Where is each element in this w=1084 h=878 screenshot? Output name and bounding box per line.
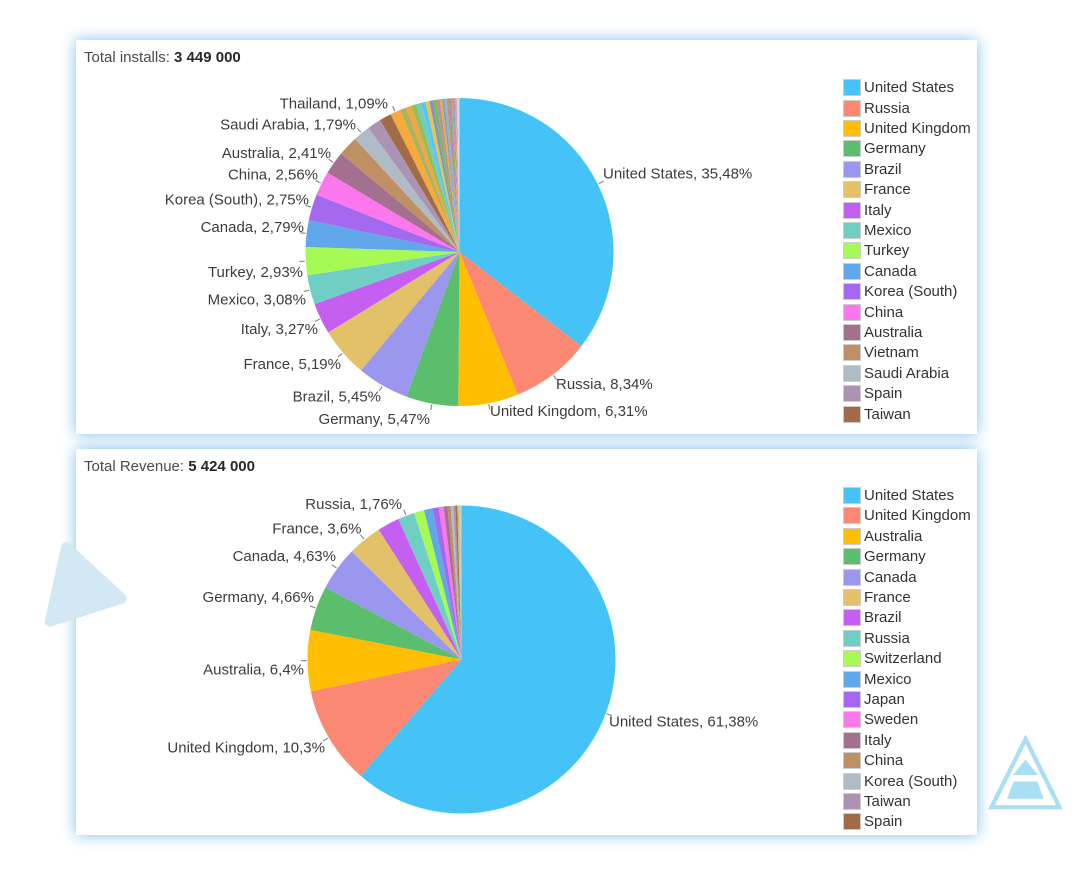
svg-text:Germany, 5,47%: Germany, 5,47% <box>319 411 430 428</box>
svg-text:Thailand, 1,09%: Thailand, 1,09% <box>280 96 388 113</box>
svg-text:United Kingdom, 10,3%: United Kingdom, 10,3% <box>167 740 325 757</box>
svg-text:Germany, 4,66%: Germany, 4,66% <box>203 589 314 606</box>
svg-text:Saudi Arabia, 1,79%: Saudi Arabia, 1,79% <box>220 117 356 134</box>
svg-text:Canada, 4,63%: Canada, 4,63% <box>233 548 336 565</box>
svg-text:Russia, 8,34%: Russia, 8,34% <box>556 376 653 393</box>
svg-text:Korea (South), 2,75%: Korea (South), 2,75% <box>165 192 309 209</box>
svg-text:Canada, 2,79%: Canada, 2,79% <box>201 219 304 236</box>
svg-text:United Kingdom, 6,31%: United Kingdom, 6,31% <box>490 403 648 420</box>
svg-text:United States, 61,38%: United States, 61,38% <box>609 714 758 731</box>
svg-text:Australia, 6,4%: Australia, 6,4% <box>203 662 304 679</box>
svg-text:Mexico, 3,08%: Mexico, 3,08% <box>208 292 306 309</box>
svg-text:Turkey, 2,93%: Turkey, 2,93% <box>208 264 303 281</box>
svg-text:France, 5,19%: France, 5,19% <box>243 356 341 373</box>
svg-text:Australia, 2,41%: Australia, 2,41% <box>222 145 331 162</box>
svg-text:United States, 35,48%: United States, 35,48% <box>603 166 752 183</box>
svg-text:Brazil, 5,45%: Brazil, 5,45% <box>293 389 381 406</box>
svg-text:China, 2,56%: China, 2,56% <box>228 167 318 184</box>
svg-text:Italy, 3,27%: Italy, 3,27% <box>241 321 318 338</box>
svg-text:France, 3,6%: France, 3,6% <box>272 521 361 538</box>
svg-text:Russia, 1,76%: Russia, 1,76% <box>305 496 402 513</box>
